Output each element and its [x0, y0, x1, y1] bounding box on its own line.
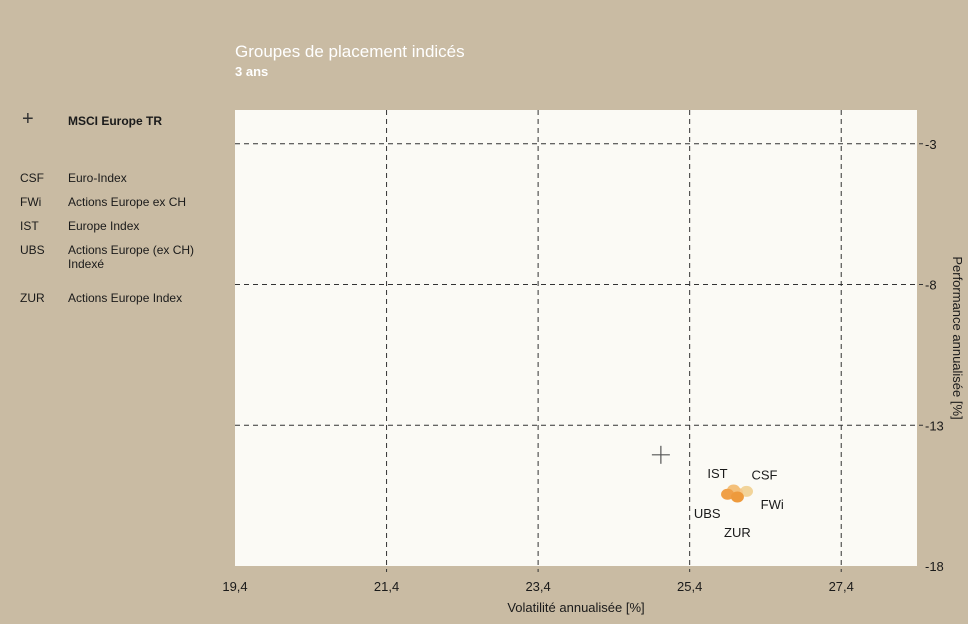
- y-tick-label: -18: [925, 559, 944, 574]
- benchmark-marker: [651, 445, 670, 464]
- x-tick-label: 25,4: [677, 579, 702, 594]
- point-label-fwi: FWi: [761, 497, 784, 512]
- x-axis-label: Volatilité annualisée [%]: [507, 600, 644, 615]
- point-label-ubs: UBS: [694, 506, 721, 521]
- x-tick-label: 23,4: [525, 579, 550, 594]
- plot-area: [235, 110, 917, 566]
- point-zur: [730, 491, 744, 503]
- x-tick-label: 27,4: [829, 579, 854, 594]
- point-ubs: [721, 488, 735, 500]
- grid-horizontal: [235, 143, 923, 426]
- legend-name: Euro-Index: [68, 171, 127, 185]
- legend-code: UBS: [20, 243, 45, 257]
- chart-subtitle: 3 ans: [235, 64, 269, 79]
- y-axis-ticks: -3 -8 -13 -18: [925, 137, 944, 574]
- legend-benchmark-label: MSCI Europe TR: [68, 114, 163, 128]
- grid-vertical: [386, 110, 842, 572]
- point-label-csf: CSF: [752, 467, 778, 482]
- point-label-zur: ZUR: [724, 525, 751, 540]
- data-points: [721, 484, 753, 503]
- x-tick-label: 21,4: [374, 579, 399, 594]
- legend-code: IST: [20, 219, 39, 233]
- legend-code: CSF: [20, 171, 44, 185]
- y-axis-label: Performance annualisée [%]: [950, 256, 965, 419]
- y-tick-label: -3: [925, 137, 937, 152]
- legend-name: Europe Index: [68, 219, 140, 233]
- y-tick-label: -13: [925, 418, 944, 433]
- legend-code: FWi: [20, 195, 42, 209]
- legend-code: ZUR: [20, 291, 45, 305]
- legend-name: Actions Europe Index: [68, 291, 183, 305]
- x-tick-label: 19,4: [222, 579, 247, 594]
- x-axis-ticks: 19,4 21,4 23,4 25,4 27,4: [222, 579, 854, 594]
- point-label-ist: IST: [707, 466, 727, 481]
- benchmark-cross-icon: +: [22, 108, 34, 130]
- point-csf: [740, 485, 753, 497]
- y-tick-label: -8: [925, 278, 937, 293]
- chart-title: Groupes de placement indicés: [235, 42, 465, 61]
- legend-name: Actions Europe (ex CH) Indexé: [68, 243, 195, 271]
- legend-name: Actions Europe ex CH: [68, 195, 187, 209]
